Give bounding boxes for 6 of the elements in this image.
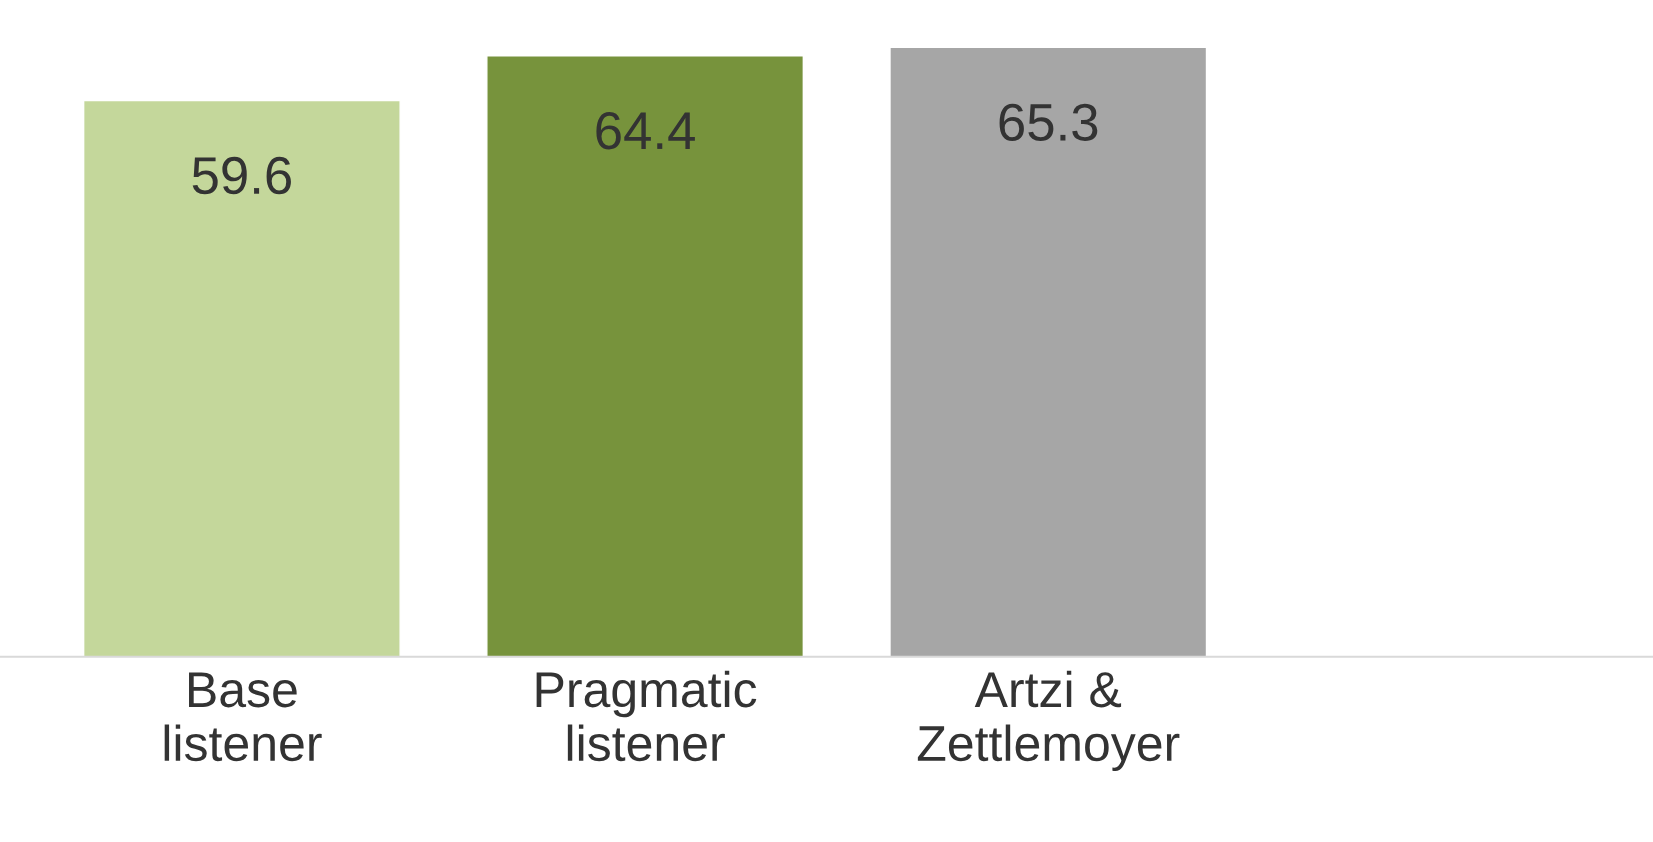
data-label: 65.3 [999, 103, 1098, 142]
data-label: 59.6 [192, 156, 291, 195]
x-tick-label: Artzi & Zettlemoyer [917, 670, 1180, 772]
data-label: 64.4 [596, 112, 695, 150]
x-tick-label: Base listener [164, 672, 322, 762]
x-tick-label: Pragmatic listener [536, 670, 757, 762]
